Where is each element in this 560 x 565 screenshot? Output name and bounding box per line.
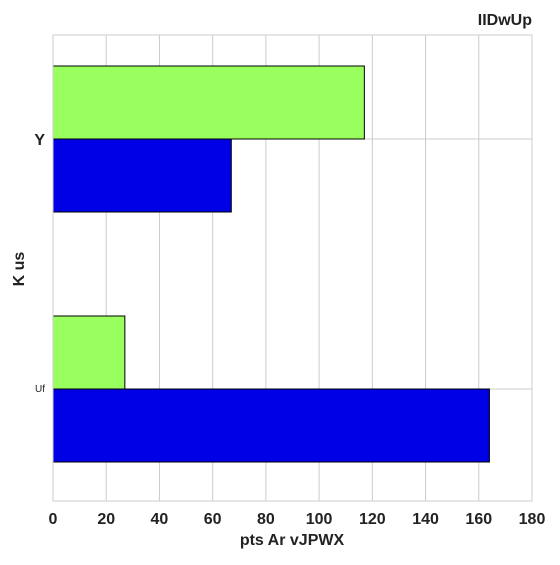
x-tick-label: 140 [412,511,439,528]
bar [52,65,365,140]
x-tick-label: 100 [306,511,333,528]
x-axis-title: pts Ar vJPWX [240,532,345,549]
x-tick-label: 160 [465,511,492,528]
bar [52,388,490,463]
bar [52,315,126,390]
bars [52,65,490,463]
y-axis-title: K us [11,252,28,287]
bar [52,138,232,213]
x-tick-label: 80 [257,511,275,528]
x-tick-label: 40 [151,511,169,528]
x-tick-label: 60 [204,511,222,528]
plot-border [52,34,533,502]
x-tick-label: 180 [519,511,546,528]
x-tick-label: 120 [359,511,386,528]
tick-labels: 0 20 40 60 80 100 120 140 160 180 Uf Y [34,132,545,528]
y-tick-label: Uf [35,384,45,395]
plot-frame [52,34,533,502]
y-tick-label: Y [34,132,45,149]
x-tick-label: 0 [49,511,58,528]
chart-title: IIDwUp [478,12,532,29]
x-tick-label: 20 [97,511,115,528]
